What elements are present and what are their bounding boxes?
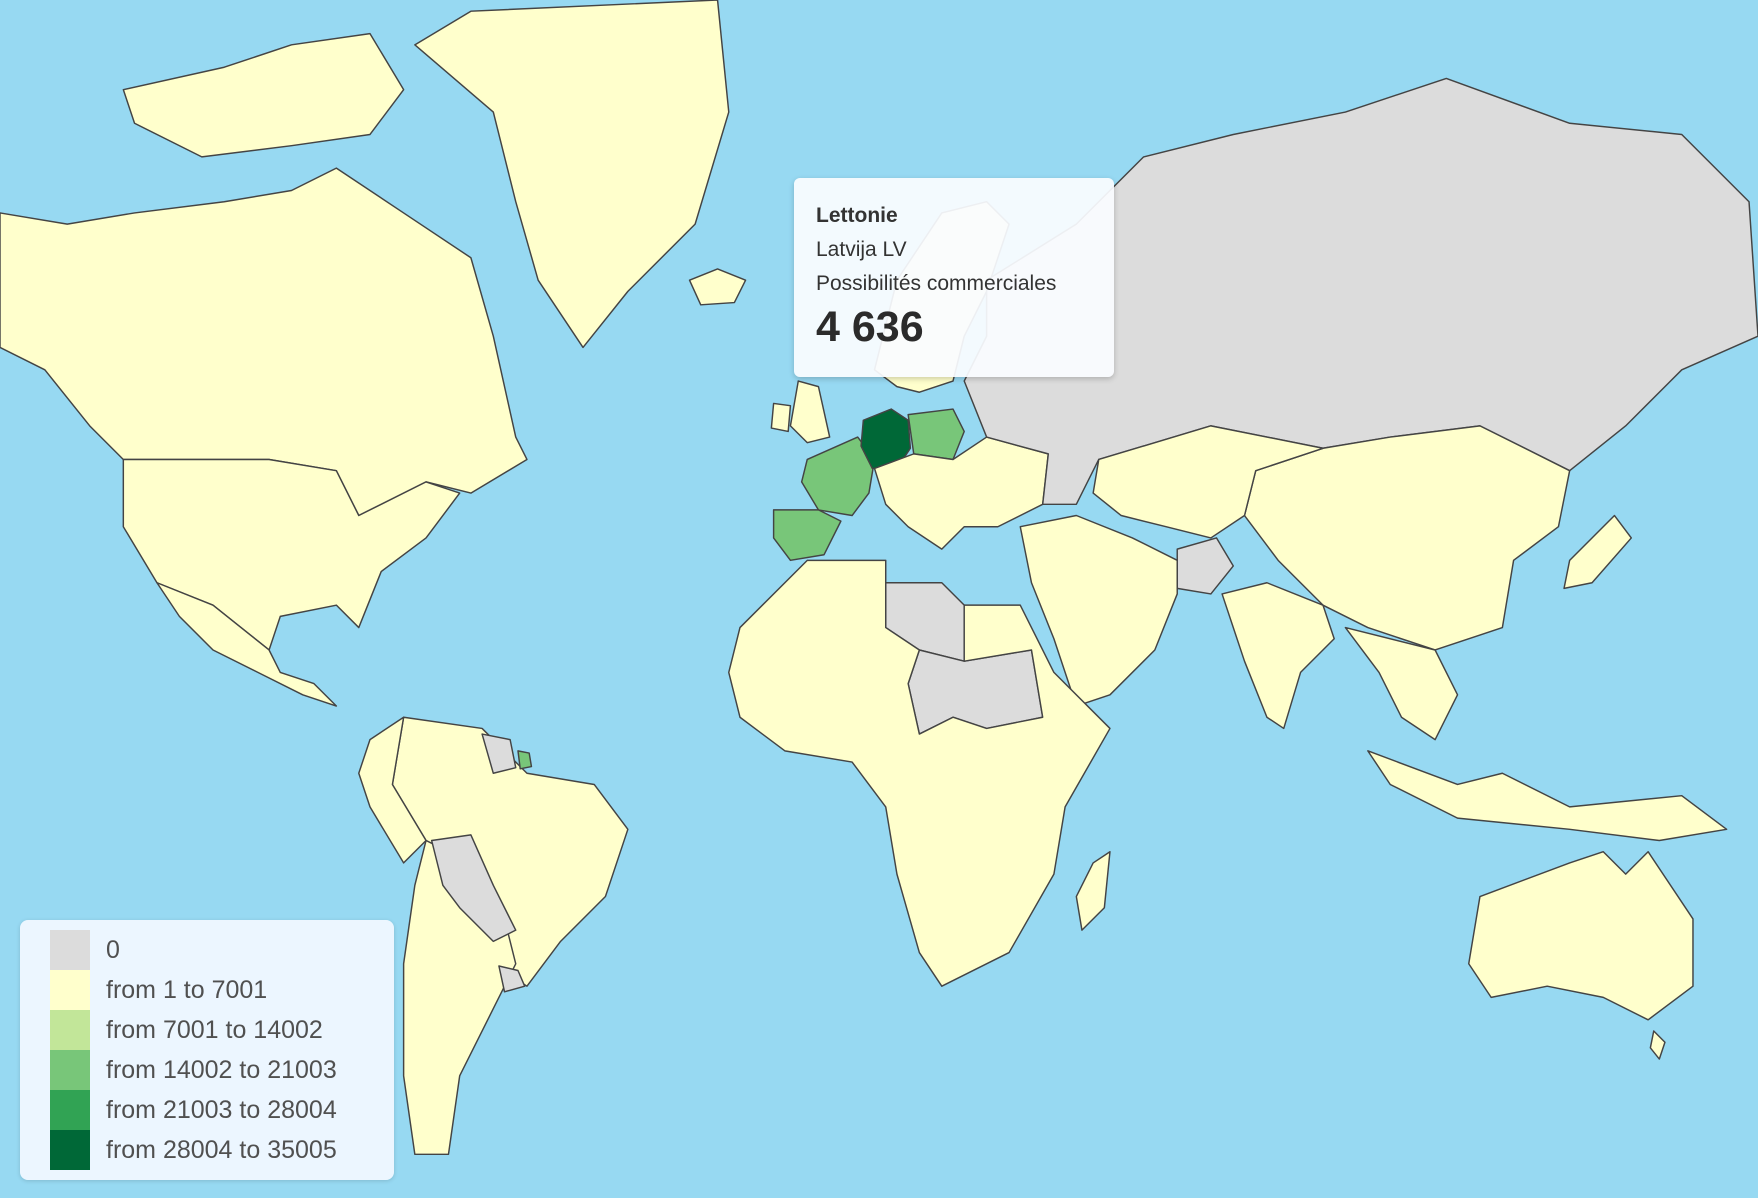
legend-label: from 21003 to 28004 bbox=[106, 1095, 337, 1124]
europe-other[interactable] bbox=[873, 436, 1050, 550]
tooltip-value: 4 636 bbox=[816, 303, 924, 351]
country-french-guiana[interactable] bbox=[517, 750, 533, 770]
country-canada[interactable] bbox=[0, 167, 528, 517]
country-madagascar[interactable] bbox=[1075, 850, 1111, 931]
country-afghanistan[interactable] bbox=[1176, 537, 1235, 595]
tooltip-local-name: Latvija LV bbox=[816, 238, 907, 261]
indonesia[interactable] bbox=[1367, 750, 1728, 842]
legend-swatch bbox=[50, 1050, 90, 1090]
southeast-asia[interactable] bbox=[1344, 626, 1459, 741]
legend-label: 0 bbox=[106, 935, 120, 964]
country-japan[interactable] bbox=[1563, 514, 1633, 590]
legend-item[interactable]: 0 bbox=[50, 930, 120, 970]
legend-swatch bbox=[50, 1090, 90, 1130]
country-ireland[interactable] bbox=[770, 402, 792, 433]
country-poland[interactable] bbox=[907, 408, 965, 461]
legend-label: from 7001 to 14002 bbox=[106, 1015, 323, 1044]
country-guyana[interactable] bbox=[481, 733, 517, 774]
legend-swatch bbox=[50, 970, 90, 1010]
country-china[interactable] bbox=[1243, 425, 1571, 651]
legend-label: from 14002 to 21003 bbox=[106, 1055, 337, 1084]
country-uruguay[interactable] bbox=[498, 965, 526, 993]
legend-item[interactable]: from 1 to 7001 bbox=[50, 970, 267, 1010]
country-new-zealand[interactable] bbox=[1649, 1030, 1666, 1060]
legend-swatch bbox=[50, 1010, 90, 1050]
country-bolivia[interactable] bbox=[430, 834, 517, 943]
country-spain[interactable] bbox=[772, 509, 842, 562]
country-iceland[interactable] bbox=[688, 268, 747, 306]
middle-east[interactable] bbox=[1019, 514, 1178, 707]
country-india[interactable] bbox=[1221, 582, 1335, 730]
country-tooltip: Lettonie Latvija LV Possibilités commerc… bbox=[794, 178, 1114, 377]
tooltip-country-name: Lettonie bbox=[816, 204, 898, 227]
legend-item[interactable]: from 7001 to 14002 bbox=[50, 1010, 323, 1050]
legend-item[interactable]: from 14002 to 21003 bbox=[50, 1050, 337, 1090]
country-mexico[interactable] bbox=[156, 582, 338, 707]
central-asia[interactable] bbox=[1092, 425, 1324, 539]
tooltip-metric-label: Possibilités commerciales bbox=[816, 272, 1057, 295]
legend-item[interactable]: from 21003 to 28004 bbox=[50, 1090, 337, 1130]
country-australia[interactable] bbox=[1468, 850, 1694, 1021]
legend-label: from 1 to 7001 bbox=[106, 975, 268, 1004]
legend-item[interactable]: from 28004 to 35005 bbox=[50, 1130, 337, 1170]
legend-label: from 28004 to 35005 bbox=[106, 1135, 337, 1164]
arctic-islands[interactable] bbox=[122, 32, 405, 158]
africa-other[interactable] bbox=[728, 559, 1111, 987]
legend-swatch bbox=[50, 930, 90, 970]
map-legend: 0 from 1 to 7001 from 7001 to 14002 from… bbox=[20, 920, 394, 1180]
country-uk[interactable] bbox=[789, 380, 831, 444]
legend-swatch bbox=[50, 1130, 90, 1170]
country-france[interactable] bbox=[800, 436, 876, 517]
country-peru-colombia[interactable] bbox=[358, 716, 427, 864]
country-greenland[interactable] bbox=[414, 0, 730, 349]
